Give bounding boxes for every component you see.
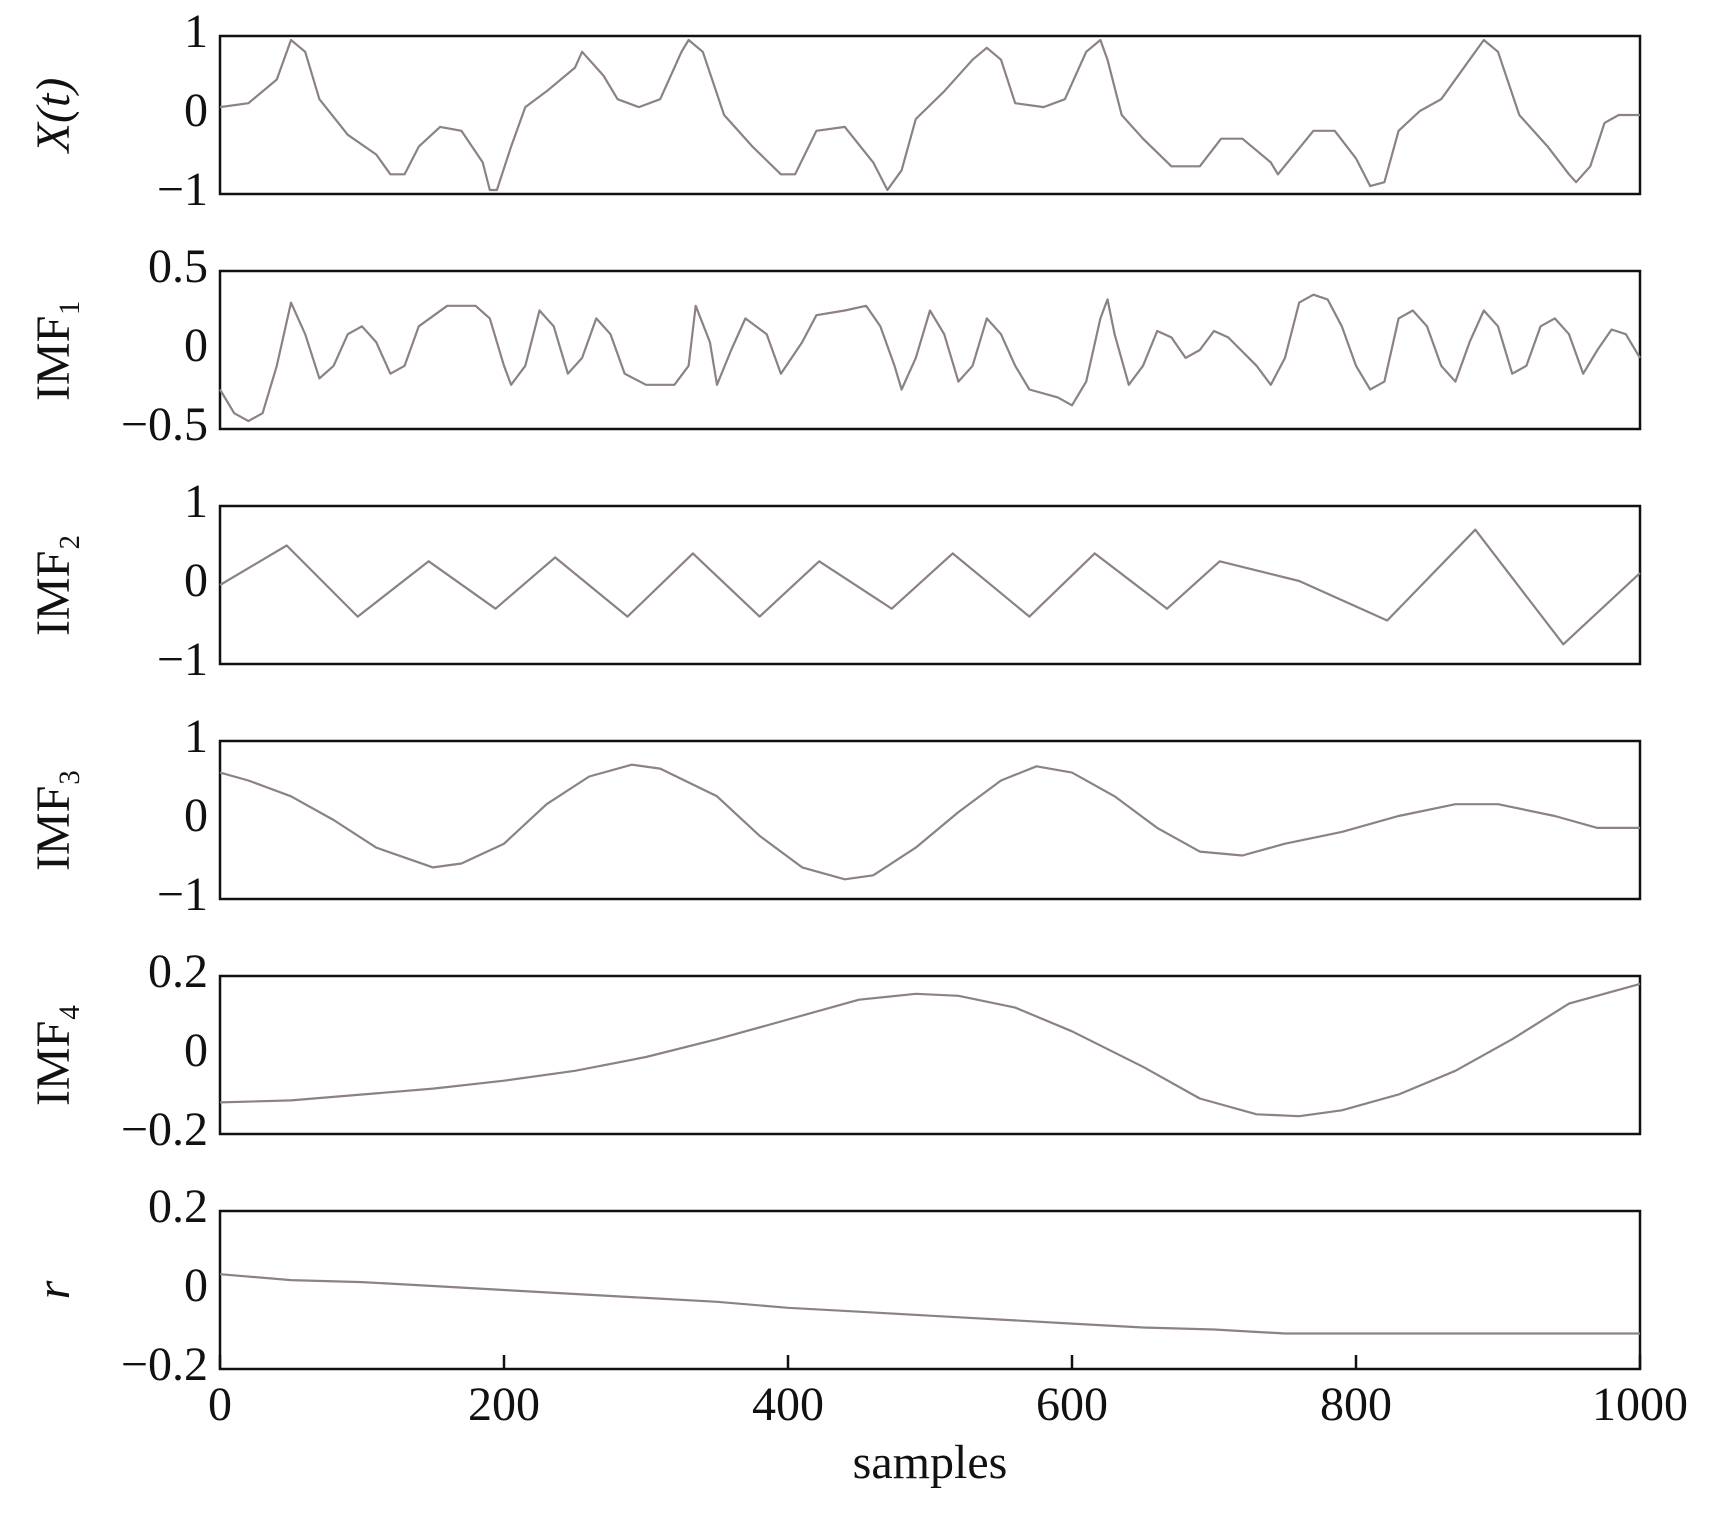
x-tick-label: 200 (468, 1378, 540, 1431)
x-tick-label: 0 (208, 1378, 232, 1431)
y-axis-label: X(t) (27, 78, 80, 155)
data-line (219, 293, 1641, 423)
y-tick-label: 1 (184, 5, 208, 58)
data-line (219, 763, 1640, 881)
y-tick-label: 0.5 (148, 240, 208, 293)
plot-frame (218, 269, 1642, 431)
y-tick-label: 0.2 (148, 1180, 208, 1233)
y-tick-label: 0 (184, 1259, 208, 1312)
x-tick-label: 400 (752, 1378, 824, 1431)
data-line (219, 1273, 1640, 1335)
plot-frame (218, 34, 1642, 196)
y-tick-label: 0.2 (148, 945, 208, 998)
y-tick-label: −0.2 (121, 1338, 208, 1391)
x-tick-label: 1000 (1592, 1378, 1688, 1431)
y-axis-label: IMF₄ (27, 1004, 80, 1106)
y-tick-label: 0 (184, 554, 208, 607)
x-axis-label: samples (853, 1436, 1008, 1489)
y-tick-label: −0.2 (121, 1103, 208, 1156)
data-line (219, 38, 1640, 192)
y-tick-label: −1 (157, 163, 208, 216)
y-axis-label: IMF₂ (27, 534, 80, 636)
y-tick-label: 0 (184, 319, 208, 372)
y-tick-label: 0 (184, 789, 208, 842)
y-tick-label: 1 (184, 710, 208, 763)
x-tick-label: 800 (1320, 1378, 1392, 1431)
y-tick-label: 0 (184, 84, 208, 137)
y-tick-label: 1 (184, 475, 208, 528)
y-tick-label: −0.5 (121, 398, 208, 451)
y-tick-label: −1 (157, 633, 208, 686)
plot-frame (218, 739, 1642, 901)
y-axis-label: r (27, 1280, 80, 1299)
y-tick-label: 0 (184, 1024, 208, 1077)
data-line (219, 982, 1641, 1118)
x-tick-label: 600 (1036, 1378, 1108, 1431)
y-axis-label: IMF₃ (27, 769, 80, 871)
plot-frame (218, 974, 1642, 1136)
plot-frame (218, 504, 1642, 666)
data-line (219, 528, 1641, 646)
y-axis-label: IMF₁ (27, 299, 80, 401)
plot-frame (218, 1209, 1642, 1371)
y-tick-label: −1 (157, 868, 208, 921)
